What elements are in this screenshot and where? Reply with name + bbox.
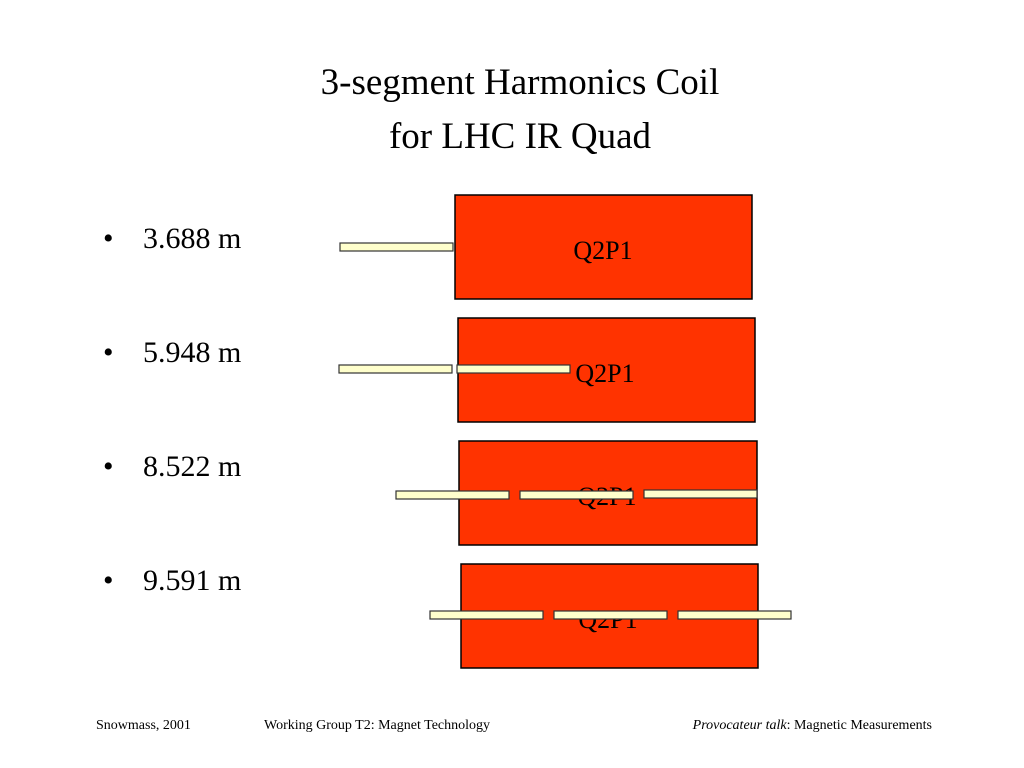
footer-left: Snowmass, 2001 bbox=[96, 718, 191, 733]
coil-segment bbox=[429, 610, 544, 620]
magnet-diagram: Q2P1 Q2P1 Q2P1 Q2P1 bbox=[338, 194, 792, 669]
bullet-dot: • bbox=[103, 450, 114, 483]
bullet-text: 8.522 m bbox=[143, 450, 241, 483]
bullet-text: 5.948 m bbox=[143, 336, 241, 369]
coil-segment bbox=[338, 364, 453, 374]
title-line: for LHC IR Quad bbox=[389, 116, 652, 157]
magnet-label: Q2P1 bbox=[575, 359, 634, 388]
bullet-text: 9.591 m bbox=[143, 564, 241, 597]
coil-segment bbox=[677, 610, 792, 620]
footer-right-text: : Magnetic Measurements bbox=[787, 718, 932, 733]
magnet-box bbox=[454, 194, 753, 300]
coil-segment bbox=[456, 364, 571, 374]
coil-segment bbox=[553, 610, 668, 620]
footer-center: Working Group T2: Magnet Technology bbox=[264, 718, 490, 733]
coil-segment bbox=[395, 490, 510, 500]
magnet-label: Q2P1 bbox=[573, 236, 632, 265]
footer-right-italic: Provocateur talk bbox=[692, 718, 788, 733]
bullet-dot: • bbox=[103, 336, 114, 369]
coil-segment bbox=[643, 489, 758, 499]
bullet-text: 3.688 m bbox=[143, 222, 241, 255]
footer: Snowmass, 2001 Working Group T2: Magnet … bbox=[96, 718, 932, 733]
bullet-list: • 3.688 m • 5.948 m • 8.522 m • 9.591 m bbox=[103, 222, 241, 597]
bullet-dot: • bbox=[103, 222, 114, 255]
bullet-dot: • bbox=[103, 564, 114, 597]
coil-segment bbox=[519, 490, 634, 500]
coil-segment bbox=[339, 242, 454, 252]
footer-right: Provocateur talk: Magnetic Measurements bbox=[692, 718, 932, 733]
title-line: 3-segment Harmonics Coil bbox=[321, 62, 720, 103]
